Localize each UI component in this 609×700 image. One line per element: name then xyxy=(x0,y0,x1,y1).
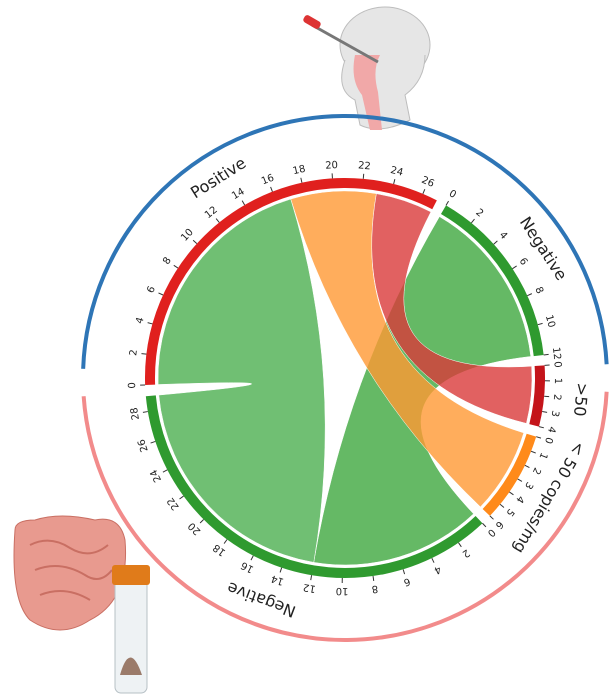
sector-label: >50 xyxy=(570,382,592,417)
tick-label: 2 xyxy=(530,466,543,477)
tick-mark xyxy=(180,496,184,499)
tick-label: 6 xyxy=(402,575,411,587)
tick-mark xyxy=(446,201,449,205)
tick-label: 5 xyxy=(503,506,516,518)
tick-label: 4 xyxy=(497,230,509,242)
tick-label: 0 xyxy=(127,382,138,389)
chord-chart: 02468101214161820222426Positive024681012… xyxy=(0,0,609,700)
tick-label: 1 xyxy=(552,378,563,385)
tick-label: 16 xyxy=(239,559,255,575)
tick-mark xyxy=(531,451,536,453)
tick-mark xyxy=(518,479,522,482)
tick-mark xyxy=(280,568,282,573)
tick-mark xyxy=(163,470,167,472)
tick-mark xyxy=(373,576,374,581)
tick-label: 22 xyxy=(358,160,372,172)
tick-mark xyxy=(301,178,302,183)
tick-label: 0 xyxy=(551,361,562,368)
tick-label: 20 xyxy=(325,160,338,172)
tick-mark xyxy=(143,412,148,413)
tick-mark xyxy=(512,266,516,269)
tick-label: 28 xyxy=(129,406,142,420)
tick-label: 6 xyxy=(517,256,530,267)
tick-mark xyxy=(216,219,219,223)
tick-mark xyxy=(536,437,541,438)
tick-label: 4 xyxy=(432,563,443,576)
tick-mark xyxy=(311,575,312,580)
chord xyxy=(158,199,325,562)
tick-label: 12 xyxy=(302,581,316,594)
tick-mark xyxy=(494,241,498,244)
tick-mark xyxy=(538,323,543,324)
tick-mark xyxy=(539,427,544,428)
tick-label: 26 xyxy=(136,438,150,454)
tick-label: 8 xyxy=(161,255,174,266)
tick-label: 12 xyxy=(203,204,220,221)
tick-mark xyxy=(193,240,197,243)
tick-label: 14 xyxy=(270,572,286,586)
tick-mark xyxy=(158,293,163,295)
tick-mark xyxy=(500,504,504,507)
tick-label: 0 xyxy=(542,436,554,445)
tick-label: 2 xyxy=(128,349,140,357)
tick-label: 24 xyxy=(389,165,404,179)
tick-mark xyxy=(271,187,273,192)
tick-label: 8 xyxy=(532,285,545,295)
tick-mark xyxy=(432,558,434,563)
tick-mark xyxy=(141,354,146,355)
tick-label: 2 xyxy=(551,394,563,401)
tick-label: 4 xyxy=(513,493,526,505)
tick-label: 14 xyxy=(230,186,247,202)
tick-mark xyxy=(459,543,462,547)
tick-label: 6 xyxy=(493,518,505,530)
tick-mark xyxy=(471,219,474,223)
tick-mark xyxy=(148,323,153,324)
tick-mark xyxy=(490,516,494,519)
tick-label: 2 xyxy=(460,547,471,560)
swab-illustration xyxy=(302,7,430,130)
tick-label: 1 xyxy=(536,451,549,461)
tick-mark xyxy=(482,523,485,527)
tick-mark xyxy=(423,189,425,194)
stool-illustration xyxy=(14,516,150,693)
tick-mark xyxy=(151,441,156,443)
tick-mark xyxy=(544,354,549,355)
tick-label: 3 xyxy=(522,480,535,491)
tick-label: 6 xyxy=(145,285,158,295)
tick-label: 22 xyxy=(165,495,181,512)
tick-label: 18 xyxy=(292,164,307,177)
tick-label: 2 xyxy=(473,207,485,220)
tick-mark xyxy=(527,294,532,296)
tick-label: 0 xyxy=(447,188,458,201)
tick-mark xyxy=(200,519,204,523)
tick-label: 26 xyxy=(420,175,436,190)
tick-mark xyxy=(525,465,529,467)
tick-label: 24 xyxy=(148,467,164,483)
tick-mark xyxy=(542,411,547,412)
tick-label: 0 xyxy=(485,526,497,538)
tick-label: 12 xyxy=(550,347,562,361)
tick-mark xyxy=(251,556,253,560)
tick-label: 4 xyxy=(134,316,146,325)
tick-label: 16 xyxy=(260,173,276,188)
tick-label: 3 xyxy=(549,410,561,418)
sector-arc xyxy=(534,366,540,426)
tick-mark xyxy=(242,201,245,205)
tick-mark xyxy=(394,179,395,184)
tick-label: 10 xyxy=(336,585,349,596)
tick-mark xyxy=(224,540,227,544)
tick-label: 8 xyxy=(371,583,379,595)
tick-mark xyxy=(403,569,404,574)
tick-label: 10 xyxy=(543,314,557,329)
tick-label: 18 xyxy=(211,541,228,557)
tick-mark xyxy=(174,265,178,268)
sector-label: Negative xyxy=(516,213,571,284)
tick-label: 4 xyxy=(545,425,557,434)
tick-mark xyxy=(509,492,513,495)
